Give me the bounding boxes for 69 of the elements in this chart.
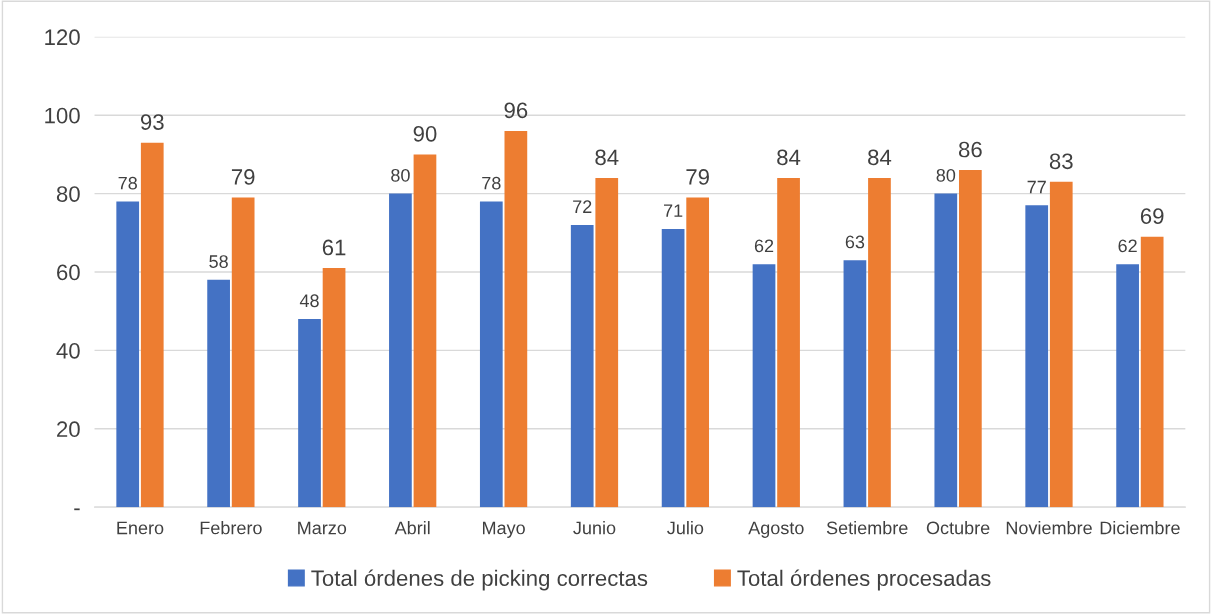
data-label: 71 xyxy=(664,204,683,217)
data-label: 86 xyxy=(958,141,982,158)
legend-label: Total órdenes de picking correctas xyxy=(311,569,648,591)
bar xyxy=(752,264,776,508)
x-tick-label: Abril xyxy=(394,521,430,535)
y-tick-label: 60 xyxy=(57,264,80,281)
bar xyxy=(570,224,594,508)
data-label: 84 xyxy=(868,149,892,166)
data-label: 84 xyxy=(777,149,801,166)
data-label: 79 xyxy=(231,169,255,185)
bar xyxy=(116,201,140,508)
bar xyxy=(322,268,346,508)
x-tick-label: Diciembre xyxy=(1100,521,1180,535)
data-label: 83 xyxy=(1049,153,1073,170)
bar xyxy=(479,201,503,508)
data-label: 48 xyxy=(299,294,319,308)
bar xyxy=(413,154,437,508)
data-label: 77 xyxy=(1027,180,1046,194)
data-label: 84 xyxy=(595,149,619,166)
bar xyxy=(934,193,958,508)
y-tick-label: 120 xyxy=(45,29,80,46)
x-tick-label: Enero xyxy=(117,521,164,535)
data-label: 96 xyxy=(504,102,528,119)
bar xyxy=(843,260,867,508)
bar xyxy=(504,130,528,508)
bar xyxy=(231,197,255,508)
data-label: 69 xyxy=(1140,208,1164,224)
data-label: 79 xyxy=(686,169,709,185)
bar xyxy=(1049,181,1073,508)
x-tick-label: Setiembre xyxy=(826,521,908,535)
y-tick-label: 40 xyxy=(56,342,80,359)
x-tick-label: Febrero xyxy=(200,521,262,535)
bar xyxy=(686,197,710,508)
x-tick-label: Marzo xyxy=(298,521,347,535)
y-tick-label: 20 xyxy=(57,421,80,438)
data-label: 72 xyxy=(573,200,592,213)
x-tick-label: Octubre xyxy=(926,521,990,535)
data-label: 80 xyxy=(936,168,956,182)
data-label: 80 xyxy=(391,168,410,182)
bar xyxy=(595,177,619,508)
bar xyxy=(207,279,230,508)
x-tick-label: Agosto xyxy=(748,521,804,538)
y-tick-label: - xyxy=(74,508,80,511)
legend-label: Total órdenes procesadas xyxy=(737,569,991,591)
y-tick-label: 100 xyxy=(45,107,80,124)
bar xyxy=(661,228,685,508)
x-tick-label: Junio xyxy=(573,521,616,535)
x-tick-label: Noviembre xyxy=(1006,521,1092,535)
data-label: 63 xyxy=(845,235,865,249)
data-label: 62 xyxy=(1118,239,1137,253)
data-label: 62 xyxy=(754,239,774,253)
data-label: 78 xyxy=(118,176,137,190)
bar xyxy=(958,170,982,508)
bar xyxy=(140,142,164,508)
x-tick-label: Mayo xyxy=(482,521,525,538)
bar xyxy=(1116,264,1139,508)
data-label: 90 xyxy=(413,125,437,142)
bar xyxy=(1025,205,1049,508)
data-label: 61 xyxy=(322,239,346,256)
data-label: 93 xyxy=(140,114,164,130)
x-tick-label: Julio xyxy=(667,521,704,535)
bar xyxy=(1140,236,1164,508)
bar xyxy=(868,177,891,508)
y-tick-label: 80 xyxy=(56,186,80,202)
data-label: 78 xyxy=(482,176,501,190)
bar xyxy=(298,319,321,508)
bar xyxy=(777,177,800,508)
bar xyxy=(389,193,412,508)
data-label: 58 xyxy=(209,255,228,268)
